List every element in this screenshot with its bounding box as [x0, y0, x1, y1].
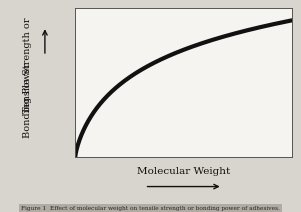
- Text: Tensile Strength or: Tensile Strength or: [23, 17, 32, 113]
- Text: Bonding Power: Bonding Power: [23, 63, 32, 138]
- Text: Molecular Weight: Molecular Weight: [137, 167, 230, 176]
- Text: Figure 1  Effect of molecular weight on tensile strength or bonding power of adh: Figure 1 Effect of molecular weight on t…: [21, 206, 280, 211]
